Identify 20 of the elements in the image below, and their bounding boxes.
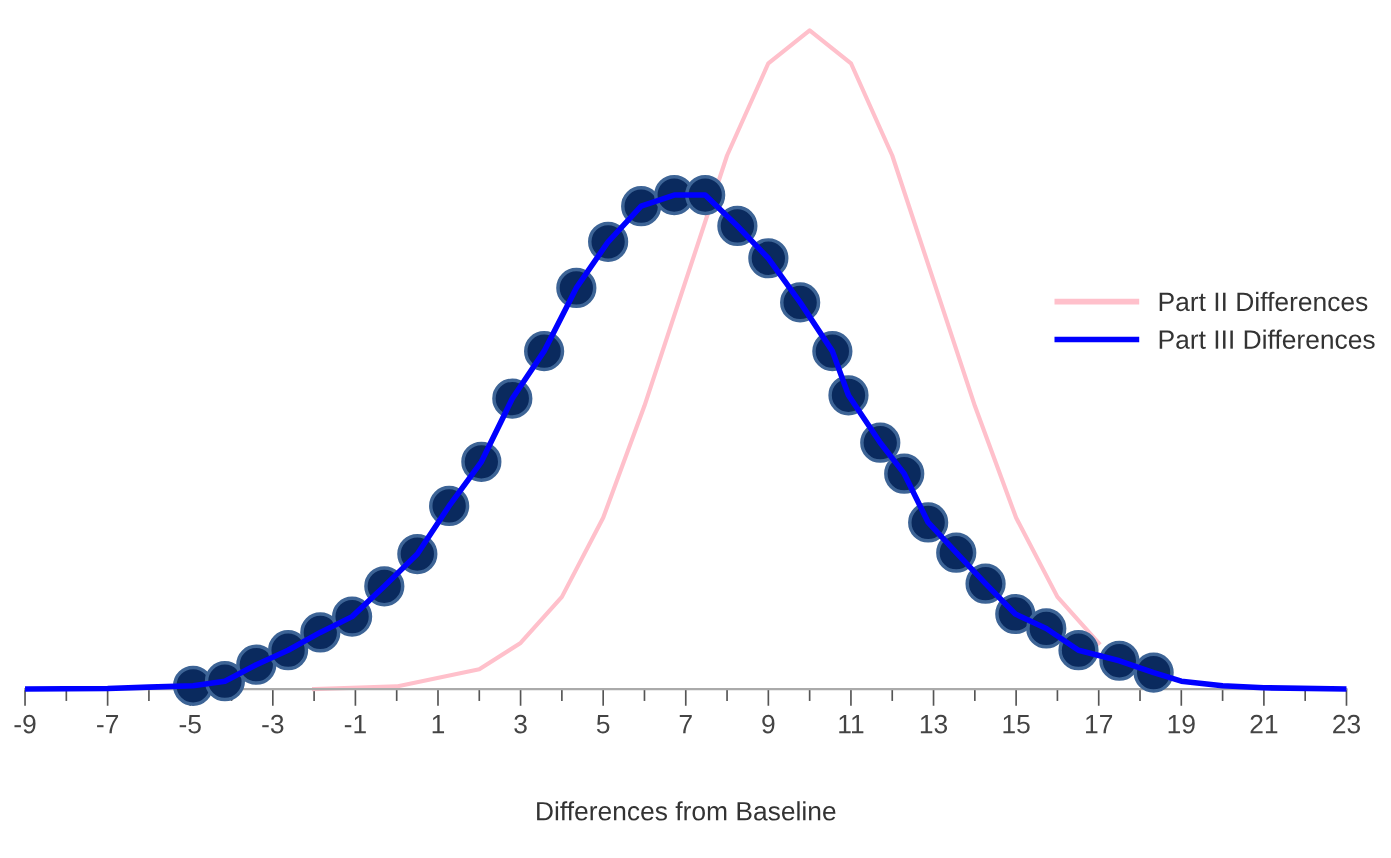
x-tick-label: 11 xyxy=(839,715,864,734)
x-tick-label: 19 xyxy=(1168,714,1195,734)
x-tick-label: 9 xyxy=(762,714,775,734)
x-tick-label: 13 xyxy=(920,714,948,734)
legend-label: Part III Differences xyxy=(1159,329,1375,349)
x-tick-label: -7 xyxy=(97,715,119,734)
x-axis-title: Differences from Baseline xyxy=(537,801,836,821)
x-tick-label: 3 xyxy=(514,714,527,734)
x-tick-label: 17 xyxy=(1086,715,1113,734)
x-tick-label: 23 xyxy=(1333,714,1361,734)
x-tick-label: -5 xyxy=(179,715,201,734)
x-tick-label: 15 xyxy=(1003,715,1030,734)
x-tick-label: 7 xyxy=(679,715,692,734)
x-tick-label: 5 xyxy=(596,715,610,734)
x-tick-label: 1 xyxy=(432,715,445,734)
x-tick-label: -3 xyxy=(262,714,284,734)
legend-label: Part II Differences xyxy=(1159,291,1368,312)
x-tick-label: -9 xyxy=(14,714,36,734)
x-tick-label: -1 xyxy=(344,715,366,734)
x-tick-label: 21 xyxy=(1250,714,1278,734)
